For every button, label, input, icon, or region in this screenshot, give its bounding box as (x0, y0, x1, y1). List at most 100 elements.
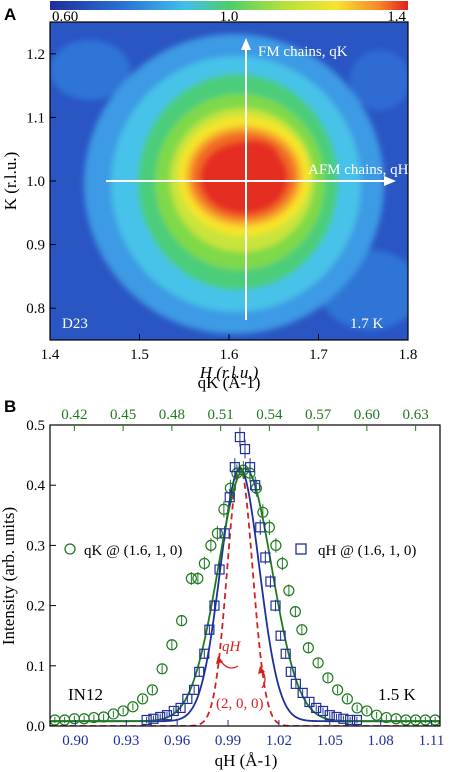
afm-label: AFM chains, qH (308, 162, 409, 178)
y-tick-label: 0.5 (26, 418, 45, 434)
qh-point (199, 648, 210, 659)
qk-point (146, 684, 158, 696)
qk-point (137, 693, 149, 705)
qk-point (166, 639, 178, 651)
qh-point (194, 666, 205, 677)
qh-point (214, 564, 225, 575)
x2-tick-label: 0.48 (159, 407, 185, 423)
x-tick-label: 1.4 (41, 347, 60, 363)
qh-point (304, 696, 315, 708)
panel-a-ylabel: K (r.l.u.) (1, 152, 20, 211)
y-tick-label: 1.1 (26, 110, 45, 126)
qk-point (276, 557, 288, 570)
x2-tick-label: 0.57 (305, 407, 332, 423)
qh-point (155, 711, 166, 723)
colorbar-tick: 0.60 (52, 9, 78, 25)
y-tick-label: 0.9 (26, 238, 45, 254)
qk-point (361, 705, 373, 717)
qk-point (98, 711, 110, 723)
colorbar (50, 1, 408, 10)
y-tick-label: 0.2 (26, 599, 45, 615)
qh-point (280, 648, 291, 659)
qh-point (270, 600, 281, 611)
qk-point (127, 701, 139, 713)
qk-point (250, 482, 262, 494)
x-tick-label: 1.08 (368, 733, 394, 749)
qh-point (265, 576, 276, 587)
qh-point (168, 705, 179, 717)
qh-point (219, 528, 230, 539)
qh-point (285, 666, 296, 677)
x-tick-label: 1.5 (130, 347, 149, 363)
qk-point (296, 624, 308, 636)
qk-point (107, 708, 119, 720)
qk-point (257, 506, 269, 518)
x2-tick-label: 0.54 (256, 407, 283, 423)
qh-point (290, 678, 301, 689)
panel-b-frame (49, 424, 441, 727)
heatmap (50, 22, 408, 340)
x-tick-label: 1.02 (266, 733, 292, 749)
x2-tick-label: 0.63 (403, 407, 429, 423)
qk-point (237, 464, 249, 476)
temperature-b: 1.5 K (378, 685, 417, 704)
panel-b-axes: 0.90 0.93 0.96 0.99 1.02 1.05 1.08 1.11 0.42 0.45… (26, 407, 444, 749)
qk-point (429, 714, 440, 726)
qk-point (231, 467, 243, 479)
qh-point (351, 714, 363, 726)
qh-point (244, 462, 256, 473)
qh-point (239, 443, 251, 455)
qk-point (192, 572, 204, 585)
qk-point (289, 606, 301, 618)
qh-point (229, 462, 240, 473)
qh-point (250, 480, 261, 491)
x2-tick-label: 0.60 (354, 407, 380, 423)
qh-point (141, 714, 152, 726)
legend-circle-marker (64, 543, 76, 555)
qh-point (182, 693, 193, 705)
x2-tick-label: 0.45 (110, 407, 136, 423)
y-tick-label: 0.1 (26, 659, 45, 675)
qk-point (341, 693, 353, 705)
x-tick-label: 1.6 (220, 347, 239, 363)
qk-point (185, 572, 197, 585)
qh-point (175, 702, 186, 714)
bragg-arrow-left (219, 659, 239, 669)
qh-point (275, 630, 286, 641)
qh-point (311, 702, 322, 714)
y-tick-label: 0.4 (26, 478, 45, 494)
qh-point (260, 552, 271, 563)
qh-point (148, 713, 159, 724)
qh-point (331, 711, 342, 723)
qk-point (211, 527, 223, 539)
qk-point (283, 584, 295, 597)
x-tick-label: 1.8 (399, 347, 418, 363)
colorbar-tick: 1.0 (220, 9, 239, 25)
fm-label: FM chains, qK (258, 44, 348, 60)
data-markers (50, 427, 440, 726)
qk-point (176, 615, 188, 627)
x2-tick-label: 0.51 (208, 407, 234, 423)
qh-point (209, 600, 220, 611)
qh-point (189, 684, 200, 695)
qk-point (351, 702, 363, 714)
x2-tick-label: 0.42 (61, 407, 87, 423)
qk-point (205, 539, 217, 552)
instrument-a: D23 (62, 316, 88, 332)
qk-point (218, 503, 230, 515)
panel-a-xlabel: H (r.l.u.) (199, 363, 259, 382)
qk-point (332, 684, 344, 696)
qk-point (198, 557, 210, 570)
qh-point (255, 522, 266, 533)
y-tick-label: 0.0 (26, 719, 45, 735)
qk-point (312, 657, 324, 669)
panel-b-xlabel: qH (Å-1) (215, 751, 278, 770)
y-tick-label: 1.2 (26, 47, 45, 63)
legend-qh: qH @ (1.6, 1, 0) (318, 543, 416, 559)
qh-point (338, 713, 349, 724)
qh-fit-line (50, 467, 440, 723)
qk-point (270, 539, 282, 552)
x-tick-label: 1.11 (419, 733, 445, 749)
x-tick-label: 0.93 (113, 733, 139, 749)
qk-point (302, 642, 314, 654)
